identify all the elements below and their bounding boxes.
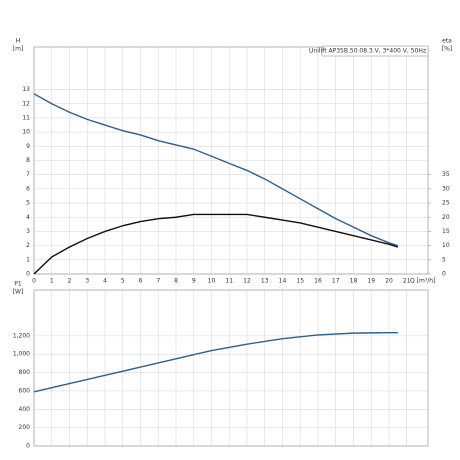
y-tick-label: 400 [19,406,31,413]
x-tick-label: 4 [103,278,107,285]
x-tick-label: 6 [139,278,143,285]
y-tick-label: 1 [26,256,30,263]
x-tick-label: 19 [367,278,375,285]
y2-axis-title: eta [442,38,452,45]
x-tick-label: 21 [403,278,411,285]
y-tick-label: 1,000 [13,351,30,358]
y-tick-label: 4 [26,214,30,221]
x-tick-label: 12 [243,278,251,285]
curve [33,93,399,247]
x-tick-label: 0 [32,278,36,285]
y-axis-unit: [W] [13,289,24,296]
x-tick-label: 11 [225,278,233,285]
curve [33,331,398,393]
x-tick-label: 20 [385,278,393,285]
y-tick-label: 800 [19,369,31,376]
y2-tick-label: 5 [442,256,446,263]
y-tick-label: 3 [26,228,30,235]
x-tick-label: 3 [85,278,89,285]
y2-tick-label: 30 [442,185,450,192]
x-tick-label: 13 [261,278,269,285]
y2-tick-label: 20 [442,214,450,221]
y-tick-label: 0 [26,443,30,450]
y2-tick-label: 35 [442,171,450,178]
y-tick-label: 9 [26,143,30,150]
plot-frame [33,46,429,275]
x-tick-label: 9 [192,278,196,285]
x-tick-label: 16 [314,278,322,285]
y-tick-label: 600 [19,387,31,394]
x-tick-label: 2 [68,278,72,285]
x-tick-label: 5 [121,278,125,285]
x-tick-label: 1 [50,278,54,285]
y-axis-unit: [m] [13,46,24,53]
y2-axis-unit: [%] [442,46,452,53]
x-tick-label: 18 [350,278,358,285]
y-tick-label: 10 [22,129,30,136]
x-tick-label: 10 [208,278,216,285]
y-tick-label: 200 [19,424,31,431]
y2-tick-label: 10 [442,242,450,249]
note-box [321,45,429,57]
y-axis-title: P1 [14,281,22,288]
y-tick-label: 2 [26,242,30,249]
y-tick-label: 6 [26,185,30,192]
y-tick-label: 13 [22,86,30,93]
y2-tick-label: 0 [442,271,446,278]
plot-frame [33,289,429,447]
x-tick-label: 15 [296,278,304,285]
y-tick-label: 5 [26,200,30,207]
x-tick-label: 7 [156,278,160,285]
y-tick-label: 8 [26,157,30,164]
x-tick-label: 8 [174,278,178,285]
curve [33,213,399,275]
y2-tick-label: 25 [442,200,450,207]
y-axis-title: H [16,38,21,45]
y-tick-label: 11 [22,114,30,121]
y-tick-label: 0 [26,271,30,278]
y-tick-label: 12 [22,100,30,107]
x-axis-title: Q [m³/h] [410,278,435,285]
x-tick-label: 17 [332,278,340,285]
y2-tick-label: 15 [442,228,450,235]
note: Unilift AP35B.50.08.3.V, 3*400 V, 50Hz [309,48,426,55]
x-tick-label: 14 [279,278,287,285]
y-tick-label: 7 [26,171,30,178]
y-tick-label: 1,200 [13,332,30,339]
